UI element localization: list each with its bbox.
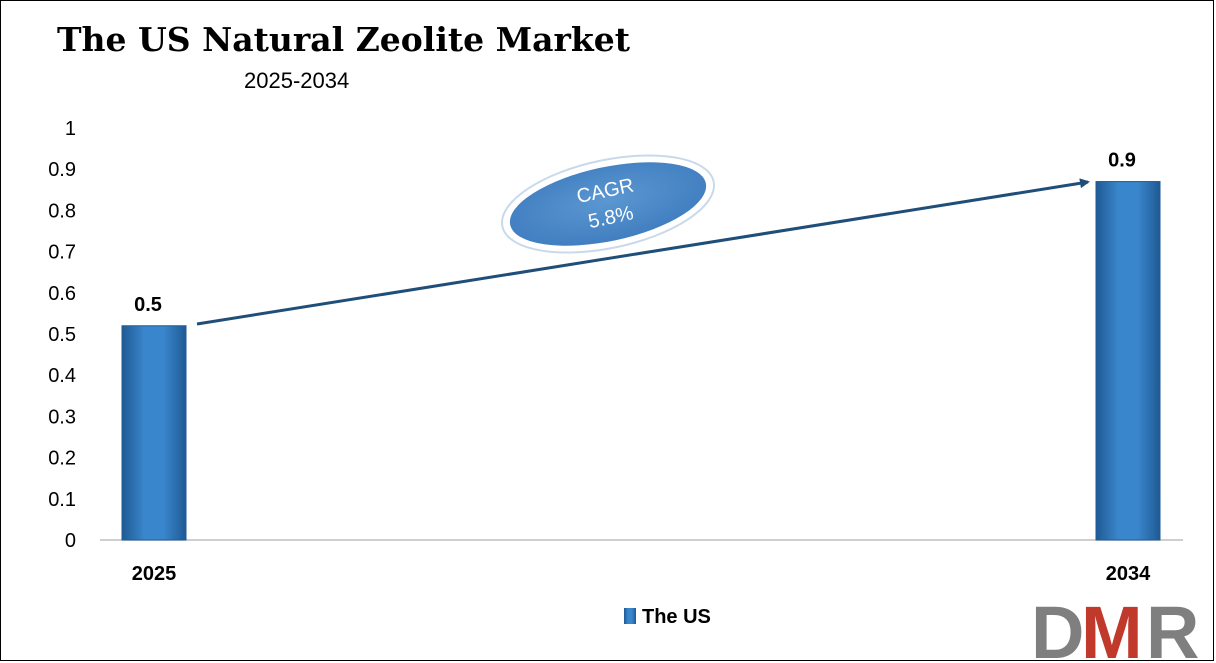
legend-label: The US (642, 606, 711, 628)
category-labels: 2025 2034 (132, 563, 1151, 585)
chart-subtitle: 2025-2034 (244, 68, 349, 93)
data-label: 0.5 (134, 294, 162, 316)
category-label: 2025 (132, 563, 177, 585)
y-tick-label: 0.8 (48, 200, 76, 222)
y-tick-label: 0.1 (48, 489, 76, 511)
y-tick-label: 0.4 (48, 365, 76, 387)
logo-letter-m: M (1081, 591, 1143, 663)
category-label: 2034 (1106, 563, 1151, 585)
y-tick-label: 0 (65, 530, 76, 552)
y-tick-label: 0.5 (48, 324, 76, 346)
y-tick-label: 1 (65, 118, 76, 140)
chart-title: The US Natural Zeolite Market (57, 20, 631, 59)
y-tick-label: 0.9 (48, 159, 76, 181)
bar-2025 (121, 325, 187, 541)
legend-swatch (624, 608, 636, 624)
cagr-annotation: CAGR 5.8% (500, 154, 716, 254)
y-tick-label: 0.3 (48, 406, 76, 428)
data-label: 0.9 (1108, 150, 1136, 172)
y-axis-ticks: 0 0.1 0.2 0.3 0.4 0.5 0.6 0.7 0.8 0.9 1 (48, 118, 76, 552)
y-tick-label: 0.2 (48, 448, 76, 470)
logo-letter-r: R (1146, 591, 1199, 663)
cagr-ellipse (509, 162, 707, 246)
bar-2034 (1095, 181, 1161, 541)
y-tick-label: 0.7 (48, 242, 76, 264)
legend: The US (624, 606, 711, 628)
data-labels: 0.5 0.9 (134, 150, 1136, 316)
bars (121, 181, 1161, 541)
y-tick-label: 0.6 (48, 283, 76, 305)
dmr-logo: D M R (1031, 591, 1199, 663)
logo-letter-d: D (1031, 591, 1084, 663)
growth-arrow (196, 178, 1090, 326)
